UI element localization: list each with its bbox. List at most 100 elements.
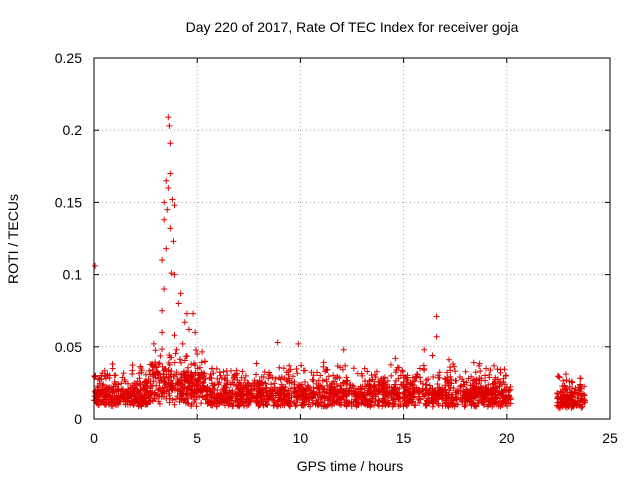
data-point: [473, 380, 480, 387]
data-point: [95, 401, 102, 408]
data-point: [340, 387, 347, 394]
data-point: [214, 375, 221, 382]
data-point: [466, 398, 473, 405]
data-point: [210, 382, 217, 389]
data-point: [334, 374, 341, 381]
data-point: [371, 382, 378, 389]
data-point: [309, 376, 316, 383]
data-point: [384, 393, 391, 400]
data-point: [348, 398, 355, 405]
data-point: [492, 399, 499, 406]
data-point: [434, 381, 441, 388]
data-point: [494, 376, 501, 383]
data-point: [428, 394, 435, 401]
data-point: [263, 401, 270, 408]
data-point: [444, 369, 451, 376]
data-point: [114, 401, 121, 408]
data-point: [474, 397, 481, 404]
data-point: [448, 376, 455, 383]
data-point: [437, 388, 444, 395]
data-point: [446, 387, 453, 394]
data-point: [194, 351, 201, 358]
data-point: [483, 365, 490, 372]
data-point: [387, 361, 394, 368]
data-point: [92, 262, 99, 269]
data-point: [482, 377, 489, 384]
data-point: [171, 373, 178, 380]
data-point: [350, 365, 357, 372]
data-point: [177, 290, 184, 297]
data-point: [497, 366, 504, 373]
data-point: [474, 389, 481, 396]
data-point: [560, 398, 567, 405]
data-point: [157, 374, 164, 381]
data-point: [171, 401, 178, 408]
data-point: [503, 386, 510, 393]
data-point: [236, 390, 243, 397]
data-point: [161, 286, 168, 293]
data-point: [190, 310, 197, 317]
data-point: [138, 387, 145, 394]
data-point: [173, 369, 180, 376]
y-tick-label: 0: [74, 411, 82, 427]
data-point: [444, 377, 451, 384]
data-point: [94, 375, 101, 382]
data-point: [148, 361, 155, 368]
data-point: [246, 382, 253, 389]
data-point: [113, 388, 120, 395]
data-point: [555, 395, 562, 402]
data-point: [397, 398, 404, 405]
data-point: [341, 401, 348, 408]
data-point: [165, 184, 172, 191]
data-point: [307, 403, 314, 410]
data-point: [454, 401, 461, 408]
data-point: [145, 391, 152, 398]
data-point: [239, 368, 246, 375]
data-point: [452, 368, 459, 375]
data-point: [376, 381, 383, 388]
data-point: [267, 393, 274, 400]
y-tick-label: 0.05: [55, 339, 82, 355]
data-point: [562, 371, 569, 378]
data-point: [487, 367, 494, 374]
data-point: [469, 382, 476, 389]
data-point: [242, 382, 249, 389]
data-point: [168, 368, 175, 375]
data-point: [446, 356, 453, 363]
data-point: [91, 374, 98, 381]
data-point: [156, 360, 163, 367]
data-point: [425, 376, 432, 383]
data-point: [163, 245, 170, 252]
data-point: [355, 385, 362, 392]
data-point: [224, 399, 231, 406]
data-point: [100, 381, 107, 388]
data-point: [286, 362, 293, 369]
data-point: [238, 374, 245, 381]
data-point: [562, 403, 569, 410]
x-tick-label: 15: [396, 430, 412, 446]
data-point: [575, 387, 582, 394]
data-point: [251, 385, 258, 392]
data-point: [311, 392, 318, 399]
data-point: [280, 365, 287, 372]
data-point: [469, 390, 476, 397]
data-point: [157, 352, 164, 359]
data-point: [345, 387, 352, 394]
data-point: [309, 399, 316, 406]
data-point: [502, 397, 509, 404]
data-point: [247, 387, 254, 394]
data-point: [333, 398, 340, 405]
data-point: [94, 387, 101, 394]
data-point: [320, 359, 327, 366]
data-point: [556, 374, 563, 381]
data-point: [99, 398, 106, 405]
data-point: [457, 383, 464, 390]
data-point: [162, 380, 169, 387]
data-point: [136, 375, 143, 382]
data-point: [304, 382, 311, 389]
data-point: [472, 385, 479, 392]
data-point: [250, 392, 257, 399]
data-point: [342, 362, 349, 369]
data-point: [277, 402, 284, 409]
data-point: [507, 383, 514, 390]
